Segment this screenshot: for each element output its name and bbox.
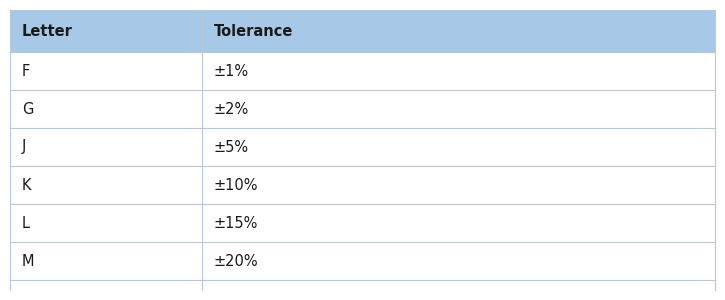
Text: ±2%: ±2% — [214, 101, 249, 116]
Text: Letter: Letter — [22, 23, 73, 38]
Bar — [10, 128, 715, 166]
Text: ±1%: ±1% — [214, 64, 249, 79]
Text: ±20%: ±20% — [214, 254, 258, 268]
Text: ±5%: ±5% — [214, 140, 249, 154]
Text: ±15%: ±15% — [214, 215, 258, 230]
Text: L: L — [22, 215, 30, 230]
Text: M: M — [22, 254, 35, 268]
Text: G: G — [22, 101, 33, 116]
Bar — [10, 204, 715, 242]
Bar — [10, 10, 715, 52]
Text: J: J — [22, 140, 26, 154]
Text: ±10%: ±10% — [214, 178, 258, 193]
Text: F: F — [22, 64, 30, 79]
Text: Tolerance: Tolerance — [214, 23, 293, 38]
Bar — [10, 166, 715, 204]
Text: K: K — [22, 178, 31, 193]
Bar — [10, 242, 715, 280]
Bar — [10, 90, 715, 128]
Bar — [10, 52, 715, 90]
